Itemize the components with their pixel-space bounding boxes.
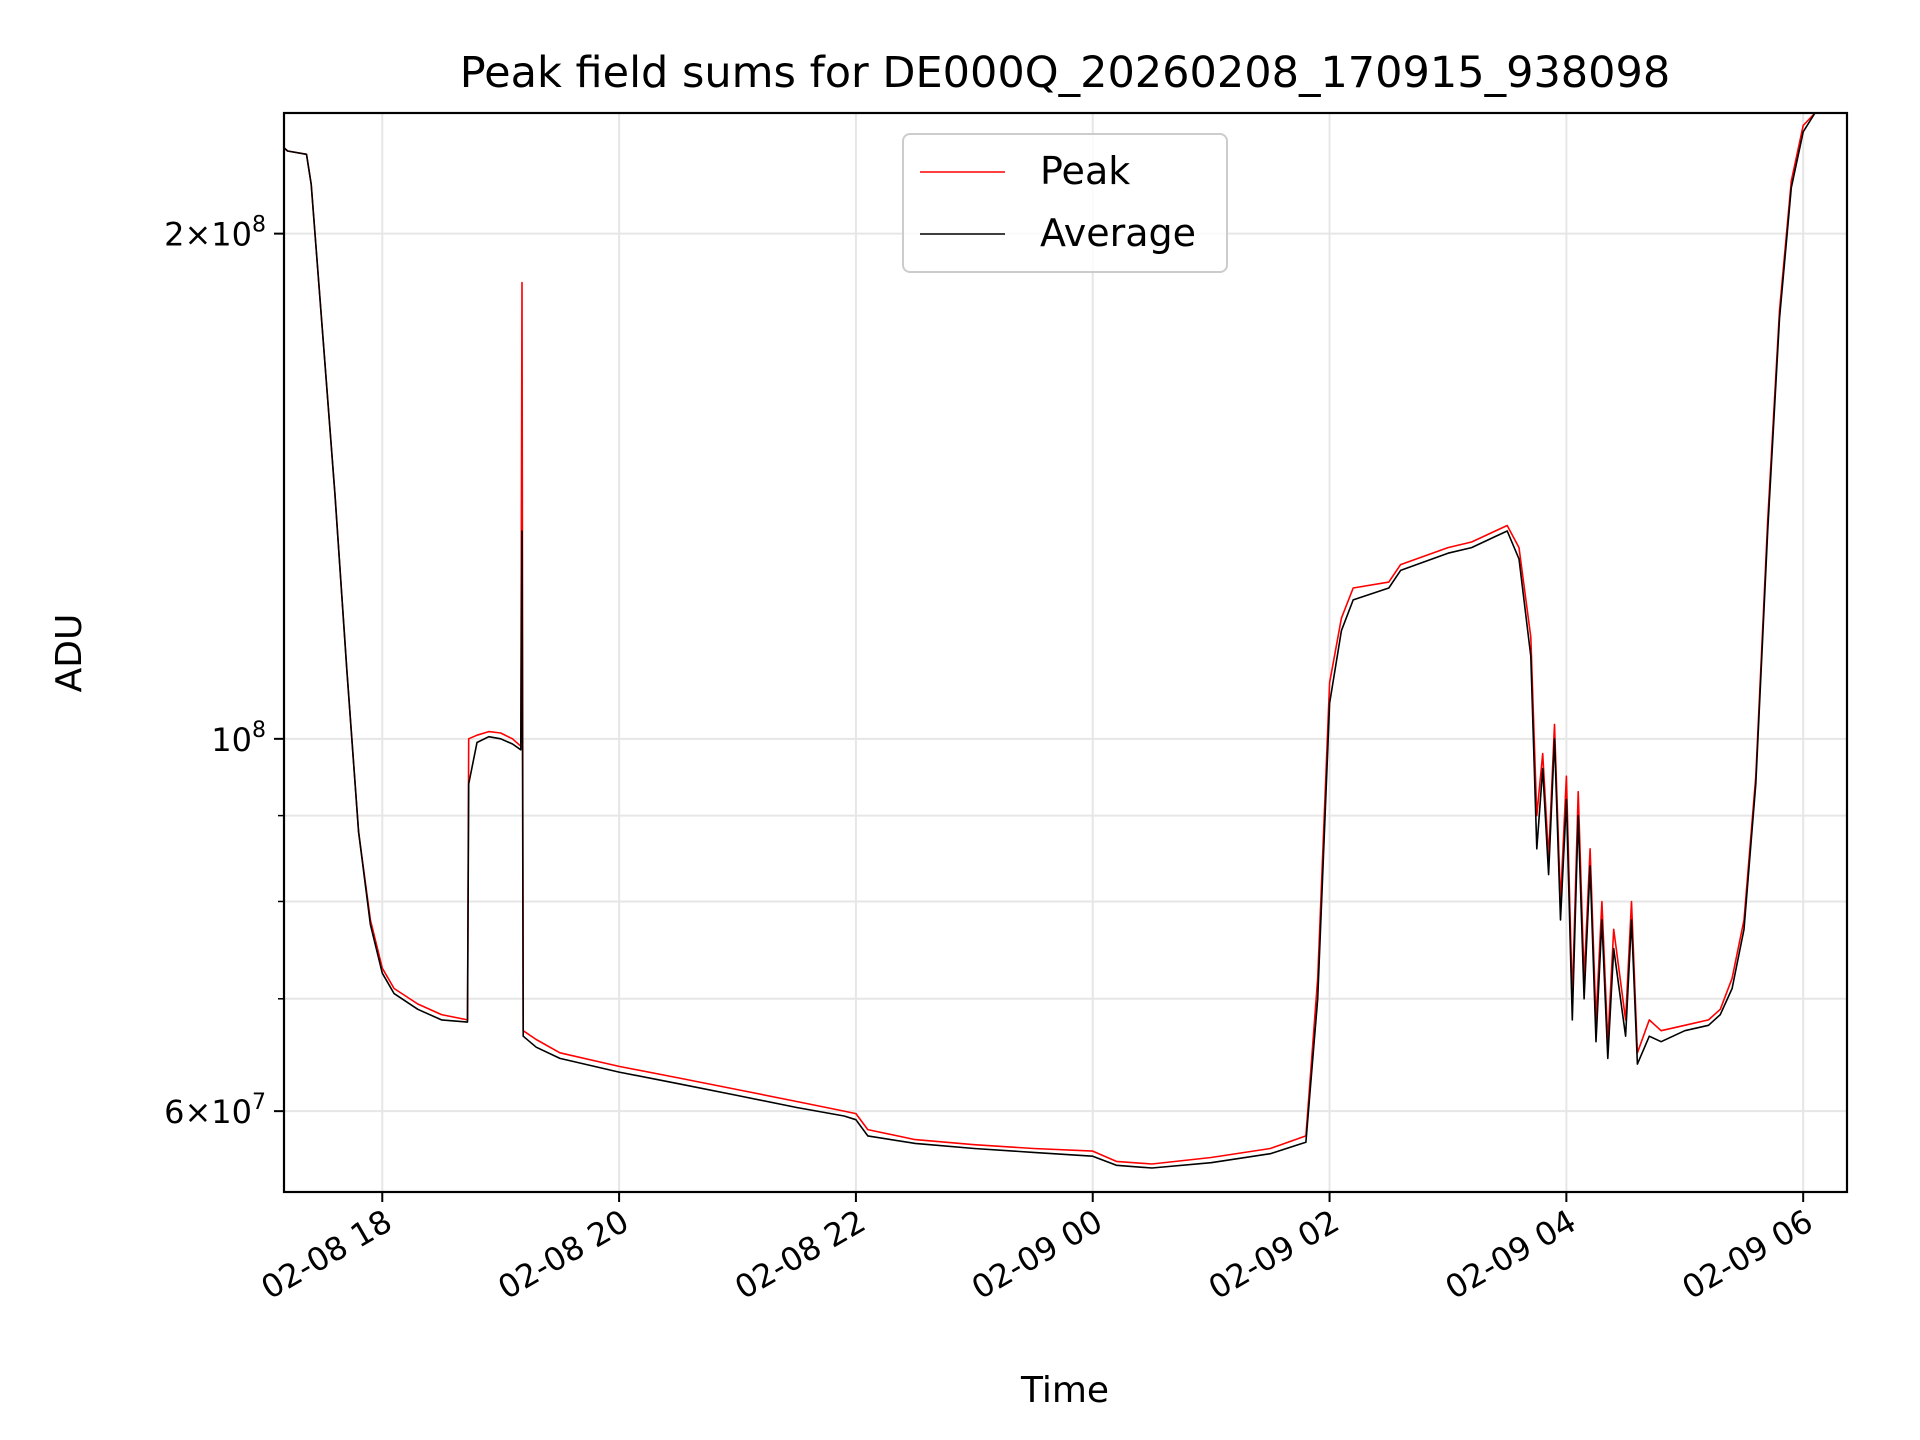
x-axis-label: Time	[1020, 1370, 1109, 1411]
series-layer	[284, 113, 1816, 1169]
series-line-average	[284, 113, 1816, 1169]
legend-label-average: Average	[1040, 211, 1196, 255]
legend-label-peak: Peak	[1040, 149, 1130, 193]
y-axis-label: ADU	[49, 614, 90, 693]
chart-title: Peak field sums for DE000Q_20260208_1709…	[460, 48, 1671, 98]
y-tick-label: 2×108	[164, 213, 266, 254]
legend-box	[902, 133, 1228, 273]
legend: Peak Average	[902, 133, 1228, 273]
y-tick-label: 108	[211, 718, 266, 759]
plot-frame	[282, 111, 1849, 1194]
y-tick-label: 6×107	[164, 1090, 266, 1131]
